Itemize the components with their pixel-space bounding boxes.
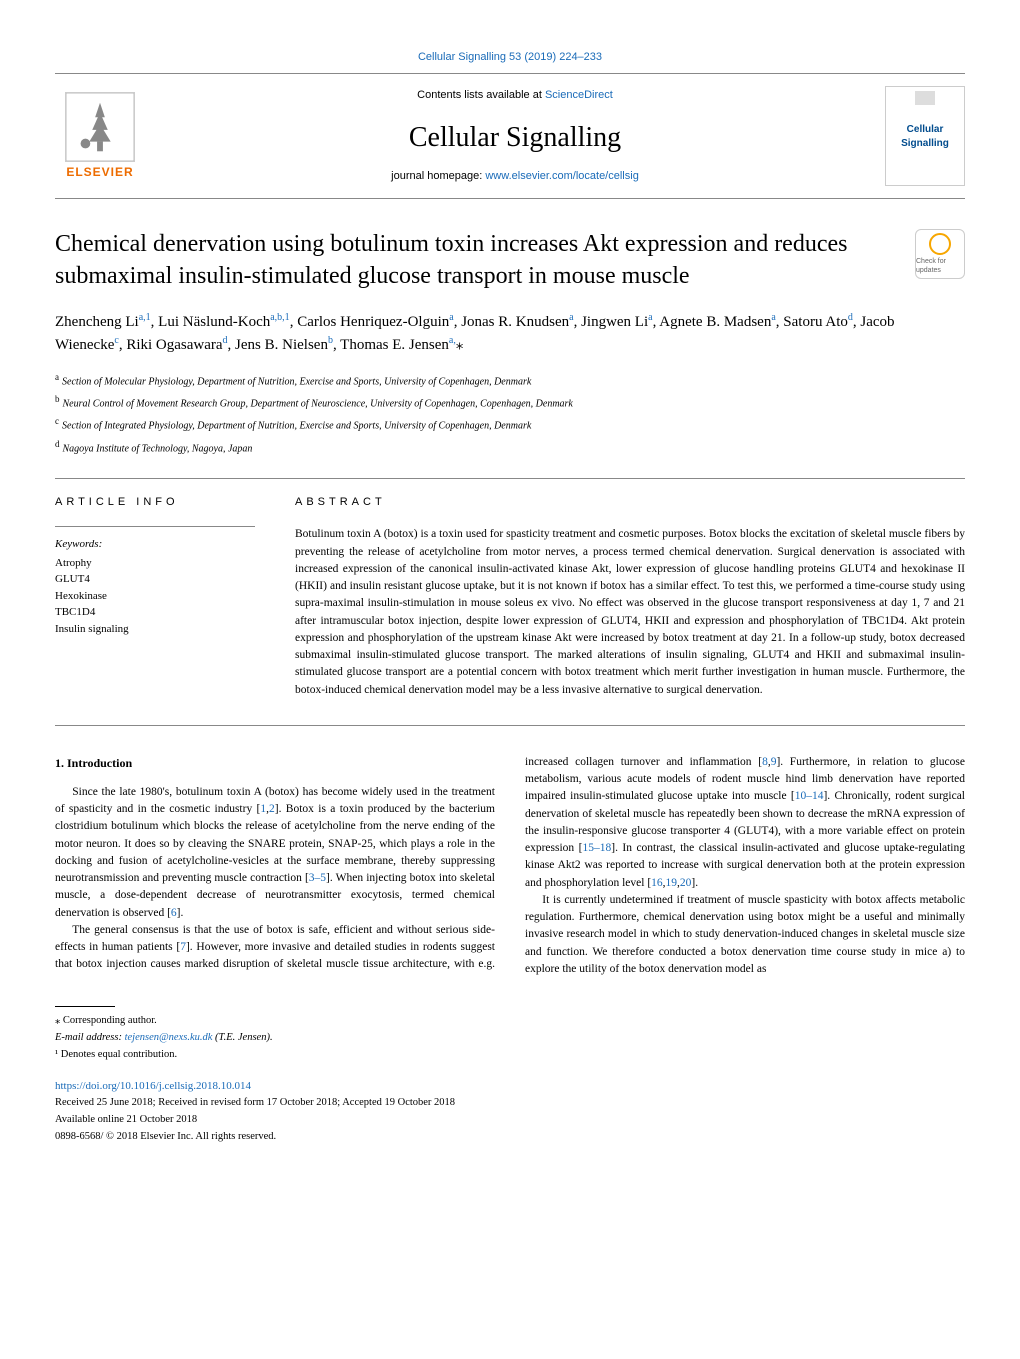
citation-link[interactable]: 15–18 [582, 842, 611, 854]
cover-icon [915, 91, 935, 105]
journal-homepage: journal homepage: www.elsevier.com/locat… [145, 169, 885, 184]
section-heading: 1. Introduction [55, 754, 495, 772]
journal-header: ELSEVIER Contents lists available at Sci… [55, 73, 965, 199]
citation-link[interactable]: 19 [666, 877, 678, 889]
received-dates: Received 25 June 2018; Received in revis… [55, 1095, 965, 1112]
citation-link[interactable]: 3–5 [309, 872, 326, 884]
keyword: GLUT4 [55, 571, 255, 588]
citation-link[interactable]: 20 [680, 877, 692, 889]
check-updates-badge[interactable]: Check for updates [915, 229, 965, 279]
elsevier-tree-icon [65, 92, 135, 162]
keywords-label: Keywords: [55, 537, 255, 552]
keyword: TBC1D4 [55, 604, 255, 621]
corresponding-author: ⁎ Corresponding author. [55, 1013, 965, 1030]
equal-contribution-note: ¹ Denotes equal contribution. [55, 1047, 965, 1064]
keyword: Atrophy [55, 555, 255, 572]
citation-link[interactable]: 10–14 [795, 790, 824, 802]
doi-link[interactable]: https://doi.org/10.1016/j.cellsig.2018.1… [55, 1080, 251, 1092]
footer: ⁎ Corresponding author. E-mail address: … [55, 1006, 965, 1146]
abstract-heading: ABSTRACT [295, 495, 965, 510]
article-title: Chemical denervation using botulinum tox… [55, 229, 903, 291]
body-text: 1. Introduction Since the late 1980's, b… [55, 754, 965, 978]
affiliations: aSection of Molecular Physiology, Depart… [55, 371, 965, 456]
elsevier-logo: ELSEVIER [55, 86, 145, 186]
sciencedirect-link[interactable]: ScienceDirect [545, 89, 613, 101]
abstract-text: Botulinum toxin A (botox) is a toxin use… [295, 526, 965, 699]
article-info: ARTICLE INFO Keywords: Atrophy GLUT4 Hex… [55, 495, 255, 699]
crossmark-icon [929, 233, 951, 255]
contents-lists: Contents lists available at ScienceDirec… [145, 88, 885, 103]
journal-name: Cellular Signalling [145, 118, 885, 157]
article-info-heading: ARTICLE INFO [55, 495, 255, 510]
author-list: Zhencheng Lia,1, Lui Näslund-Kocha,b,1, … [55, 310, 965, 357]
elsevier-wordmark: ELSEVIER [66, 164, 133, 181]
available-online: Available online 21 October 2018 [55, 1112, 965, 1129]
running-header: Cellular Signalling 53 (2019) 224–233 [55, 50, 965, 65]
keyword: Hexokinase [55, 588, 255, 605]
email-link[interactable]: tejensen@nexs.ku.dk [125, 1032, 213, 1043]
keyword: Insulin signaling [55, 621, 255, 638]
abstract: ABSTRACT Botulinum toxin A (botox) is a … [295, 495, 965, 699]
journal-cover-thumb: Cellular Signalling [885, 86, 965, 186]
citation-link[interactable]: 16 [651, 877, 663, 889]
homepage-url[interactable]: www.elsevier.com/locate/cellsig [485, 170, 638, 182]
copyright: 0898-6568/ © 2018 Elsevier Inc. All righ… [55, 1129, 965, 1146]
